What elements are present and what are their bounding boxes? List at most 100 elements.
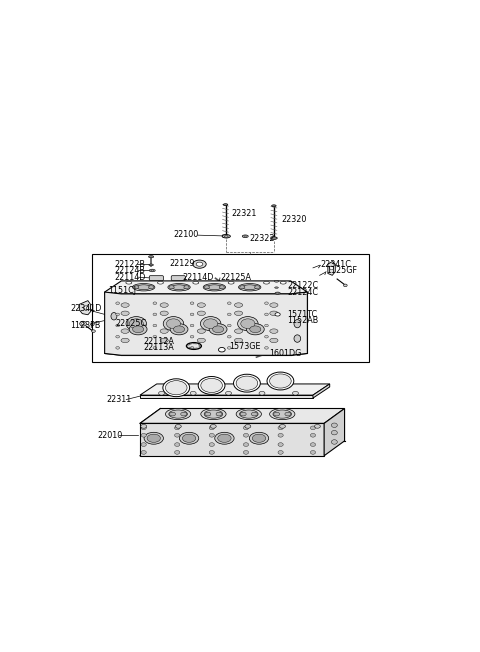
Ellipse shape	[279, 424, 286, 428]
Text: 22129: 22129	[170, 259, 195, 267]
Ellipse shape	[223, 203, 228, 205]
Ellipse shape	[204, 286, 210, 289]
Ellipse shape	[236, 409, 262, 420]
Ellipse shape	[153, 313, 157, 316]
Ellipse shape	[166, 381, 187, 395]
Ellipse shape	[228, 313, 231, 316]
Ellipse shape	[215, 432, 234, 444]
Ellipse shape	[163, 317, 184, 331]
Ellipse shape	[190, 324, 194, 327]
Ellipse shape	[190, 347, 194, 349]
Ellipse shape	[205, 412, 211, 416]
Ellipse shape	[121, 303, 129, 307]
Ellipse shape	[190, 391, 196, 395]
Polygon shape	[140, 423, 324, 456]
Ellipse shape	[197, 338, 205, 343]
Ellipse shape	[285, 412, 291, 416]
Ellipse shape	[267, 372, 294, 390]
Ellipse shape	[213, 326, 224, 333]
Ellipse shape	[222, 235, 230, 238]
Ellipse shape	[271, 237, 277, 239]
Text: 22125C: 22125C	[116, 319, 147, 328]
Text: 22113A: 22113A	[144, 344, 174, 352]
Text: 1601DG: 1601DG	[269, 349, 301, 358]
Ellipse shape	[254, 286, 260, 289]
Ellipse shape	[84, 306, 88, 310]
Ellipse shape	[153, 335, 157, 338]
Ellipse shape	[180, 432, 199, 444]
Ellipse shape	[209, 323, 227, 335]
Ellipse shape	[344, 284, 347, 287]
Ellipse shape	[240, 286, 245, 289]
Ellipse shape	[180, 412, 187, 416]
Ellipse shape	[204, 319, 218, 329]
Ellipse shape	[278, 443, 283, 447]
Ellipse shape	[243, 426, 249, 430]
Ellipse shape	[242, 285, 257, 289]
FancyBboxPatch shape	[149, 276, 163, 280]
Ellipse shape	[132, 326, 144, 333]
Ellipse shape	[190, 313, 194, 316]
Polygon shape	[105, 281, 307, 294]
Ellipse shape	[173, 326, 185, 333]
Ellipse shape	[243, 434, 249, 437]
Ellipse shape	[278, 451, 283, 454]
Ellipse shape	[243, 443, 249, 447]
Ellipse shape	[218, 348, 225, 352]
Ellipse shape	[278, 426, 283, 430]
Ellipse shape	[275, 292, 280, 294]
Ellipse shape	[197, 303, 205, 307]
Ellipse shape	[147, 434, 160, 442]
Ellipse shape	[234, 303, 243, 307]
Ellipse shape	[228, 347, 231, 349]
Polygon shape	[313, 384, 330, 398]
Ellipse shape	[331, 430, 337, 435]
Ellipse shape	[129, 323, 147, 335]
Ellipse shape	[228, 282, 234, 284]
Text: 22100: 22100	[173, 230, 199, 239]
Polygon shape	[79, 301, 91, 315]
Text: 1571TC: 1571TC	[287, 310, 317, 319]
Text: 22114D: 22114D	[182, 273, 214, 282]
Ellipse shape	[141, 426, 146, 430]
Polygon shape	[105, 292, 307, 355]
Ellipse shape	[270, 338, 278, 343]
Ellipse shape	[126, 282, 132, 284]
Ellipse shape	[197, 329, 205, 333]
Ellipse shape	[240, 410, 258, 418]
Ellipse shape	[163, 379, 190, 396]
Polygon shape	[140, 409, 345, 423]
Ellipse shape	[331, 423, 337, 428]
Ellipse shape	[141, 434, 146, 437]
Text: 22122B: 22122B	[114, 259, 145, 269]
Ellipse shape	[272, 205, 276, 207]
Ellipse shape	[241, 319, 255, 329]
Text: 1125GF: 1125GF	[326, 267, 357, 275]
Ellipse shape	[216, 412, 222, 416]
Ellipse shape	[274, 412, 280, 416]
Ellipse shape	[190, 302, 194, 304]
Ellipse shape	[169, 410, 187, 418]
Text: 1152AB: 1152AB	[287, 316, 318, 325]
Ellipse shape	[270, 303, 278, 307]
Ellipse shape	[121, 311, 129, 316]
Ellipse shape	[121, 329, 129, 333]
Ellipse shape	[234, 329, 243, 333]
Ellipse shape	[121, 338, 129, 343]
Ellipse shape	[201, 317, 221, 331]
Ellipse shape	[184, 286, 189, 289]
Ellipse shape	[270, 374, 291, 388]
Ellipse shape	[141, 424, 147, 428]
Text: 22124C: 22124C	[287, 288, 318, 297]
Polygon shape	[140, 395, 313, 398]
Ellipse shape	[166, 409, 191, 420]
Text: 22321: 22321	[231, 209, 256, 218]
Ellipse shape	[240, 412, 246, 416]
Polygon shape	[328, 261, 335, 275]
Text: 22320: 22320	[281, 215, 307, 224]
Ellipse shape	[193, 260, 206, 268]
Ellipse shape	[141, 451, 146, 454]
Ellipse shape	[264, 282, 269, 284]
Ellipse shape	[209, 434, 215, 437]
Ellipse shape	[160, 338, 168, 343]
